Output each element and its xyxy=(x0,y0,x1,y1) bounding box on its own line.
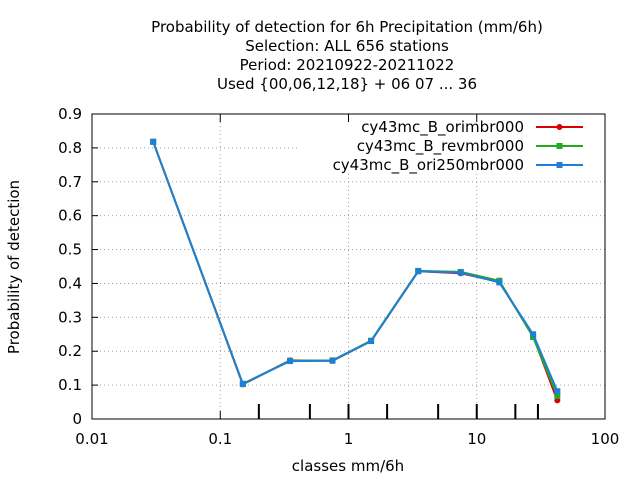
x-tick-label: 100 xyxy=(591,430,620,448)
data-point xyxy=(458,270,464,276)
y-tick-label: 0.5 xyxy=(58,241,82,259)
y-tick-label: 0.1 xyxy=(58,376,82,394)
data-point xyxy=(329,358,335,364)
title-line-1: Probability of detection for 6h Precipit… xyxy=(151,18,543,36)
series-line-1 xyxy=(153,142,557,401)
legend-label: cy43mc_B_revmbr000 xyxy=(357,137,524,156)
title-line-2: Selection: ALL 656 stations xyxy=(245,37,449,55)
data-point xyxy=(496,279,502,285)
y-tick-label: 0.8 xyxy=(58,139,82,157)
y-tick-label: 0.3 xyxy=(58,308,82,326)
x-tick-label: 0.1 xyxy=(208,430,232,448)
class-ticks xyxy=(259,404,538,419)
chart-title: Probability of detection for 6h Precipit… xyxy=(151,18,543,93)
legend-marker xyxy=(557,162,563,168)
data-point xyxy=(287,358,293,364)
y-tick-label: 0 xyxy=(72,410,82,428)
legend-label: cy43mc_B_ori250mbr000 xyxy=(333,156,524,175)
x-tick-label: 0.01 xyxy=(75,430,108,448)
series-line-2 xyxy=(153,142,557,396)
data-point xyxy=(530,331,536,337)
data-point xyxy=(554,388,560,394)
y-tick-label: 0.7 xyxy=(58,173,82,191)
y-tick-label: 0.4 xyxy=(58,274,82,292)
data-point xyxy=(150,139,156,145)
y-tick-label: 0.9 xyxy=(58,105,82,123)
series xyxy=(150,139,560,404)
legend: cy43mc_B_orimbr000cy43mc_B_revmbr000cy43… xyxy=(333,118,583,175)
y-axis-label: Probability of detection xyxy=(5,180,23,354)
data-point xyxy=(415,268,421,274)
x-axis-label: classes mm/6h xyxy=(292,457,404,475)
legend-label: cy43mc_B_orimbr000 xyxy=(361,118,524,137)
legend-marker xyxy=(557,143,563,149)
title-line-4: Used {00,06,12,18} + 06 07 ... 36 xyxy=(217,75,477,93)
data-point xyxy=(368,338,374,344)
x-tick-label: 1 xyxy=(344,430,354,448)
series-line-3 xyxy=(153,142,557,391)
legend-marker xyxy=(557,124,563,130)
y-tick-label: 0.6 xyxy=(58,207,82,225)
x-tick-label: 10 xyxy=(467,430,486,448)
title-line-3: Period: 20210922-20211022 xyxy=(240,56,455,74)
y-tick-label: 0.2 xyxy=(58,342,82,360)
data-point xyxy=(240,381,246,387)
